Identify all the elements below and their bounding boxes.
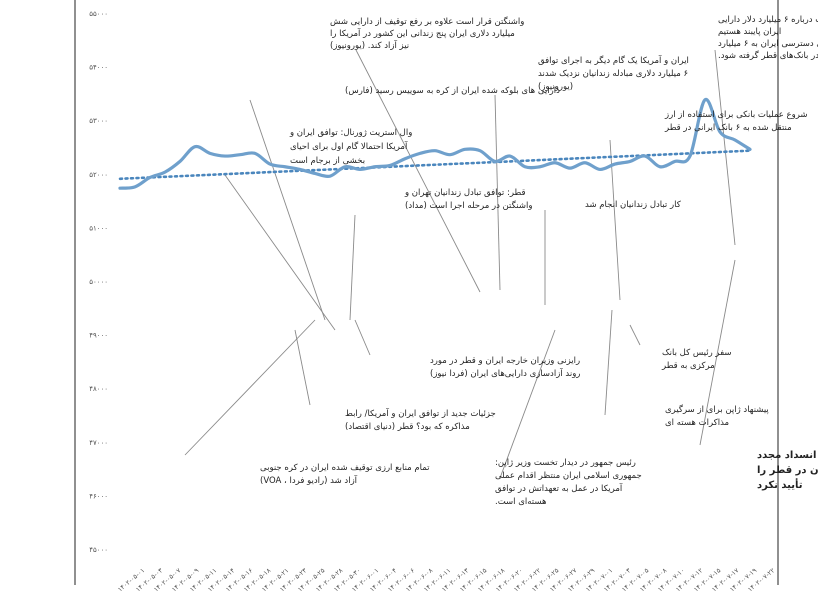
annotation-text: مذاکرات هسته ای: [665, 418, 729, 428]
annotations-layer: واشنگتن قرار است علاوه بر رفع توقیف از د…: [260, 15, 818, 507]
annotation-leader: [224, 174, 336, 331]
annotation-text: دارایی‌های ایران در قطر را: [757, 465, 818, 476]
annotation-text: رئیس جمهور در دیدار تخست وزیر ژاپن:: [495, 458, 636, 468]
annotation-text: وال استریت ژورنال: توافق ایران و: [289, 128, 412, 138]
y-tick-label: ۴۷۰۰۰: [89, 439, 108, 447]
annotation-text: ایران و آمریکا یک گام دیگر به اجرای تواف…: [538, 54, 689, 66]
annotation-text: میلیارد دلاری ایران پنج زندانی این کشور …: [330, 27, 515, 39]
annotation-text: آمریکا در عمل به تعهداتش در توافق: [495, 482, 623, 494]
annotation-text: آمریکا احتمالا گام اول برای احیای: [290, 140, 408, 152]
annotation-leader: [499, 329, 556, 479]
annotation-text: پلیتکن ادعای انسداد مجدد: [757, 450, 818, 461]
y-axis: ۵۵۰۰۰ ۵۴۰۰۰ ۵۳۰۰۰ ۵۲۰۰۰ ۵۱۰۰۰ ۵۰۰۰۰ ۴۹۰۰۰ ۴۸۰۰۰…: [89, 10, 108, 554]
y-tick-label: ۴۶۰۰۰: [89, 492, 108, 500]
annotation-text: (یورونیوز): [538, 82, 573, 92]
annotation-leader: [184, 319, 316, 456]
y-tick-label: ۴۵۰۰۰: [89, 546, 108, 554]
annotation-leader-lines: [184, 49, 736, 479]
annotation-text: قطر: توافق تبادل زندانیان تهران و: [404, 188, 526, 198]
y-tick-label: ۴۹۰۰۰: [89, 332, 108, 340]
annotation-text: قطر: به اجرای توافقات درباره ۶ میلیارد د…: [718, 15, 818, 25]
annotation-leader: [629, 324, 641, 346]
annotation-text: واشنگتن پست: جلوی دسترسی ایران به ۶ میلی…: [718, 38, 818, 49]
annotation-leader: [349, 214, 356, 321]
annotation-text: جمهوری اسلامی ایران منتظر اقدام عملی: [495, 471, 642, 481]
annotation-leader: [249, 99, 326, 321]
y-tick-label: ۵۰۰۰۰: [89, 278, 108, 286]
annotation-leader: [294, 329, 311, 406]
series-line: [118, 98, 752, 190]
annotation-leader: [714, 49, 736, 246]
y-tick-label: ۵۵۰۰۰: [89, 10, 108, 18]
annotation-text: سفر رئیس کل بانک: [662, 348, 732, 358]
y-tick-label: ۵۲۰۰۰: [89, 171, 108, 179]
annotation-text: ایران پایبند هستیم: [718, 27, 781, 37]
x-axis: ۱۴۰۲-۰۵-۰۱۱۴۰۲-۰۵-۰۳۱۴۰۲-۰۵-۰۷۱۴۰۲-۰۵-۰۹…: [116, 566, 777, 593]
annotation-leader: [354, 319, 371, 356]
annotation-text: کار تبادل زندانیان انجام شد: [585, 200, 682, 210]
annotation-leader: [604, 309, 613, 416]
annotation-text: تأیید نکرد: [757, 478, 803, 491]
annotation-text: مذاکره که بود؟ قطر (دنیای اقتصاد): [345, 422, 470, 432]
annotation-text: ۶ میلیارد دلاری مبادله زندانیان نزدیک شد…: [538, 69, 688, 79]
y-tick-label: ۵۳۰۰۰: [89, 117, 108, 125]
annotation-leader: [355, 49, 481, 293]
y-tick-label: ۵۱۰۰۰: [89, 224, 108, 232]
annotation-text: پیشنهاد ژاپن برای از سرگیری: [665, 404, 769, 415]
annotation-text: شروع عملیات بانکی برای استفاده از ارز: [664, 110, 808, 120]
y-tick-label: ۴۸۰۰۰: [89, 385, 108, 393]
annotation-leader: [699, 259, 736, 446]
annotation-text: نیز آزاد کند. (یورونیوز): [330, 39, 409, 51]
annotation-text: هسته‌ای است.: [495, 497, 546, 507]
annotation-text: رایزنی وزیران خارجه ایران و قطر در مورد: [430, 356, 580, 366]
annotation-text: جزئیات جدید از توافق ایران و آمریکا/ راب…: [345, 407, 496, 419]
annotation-text: دارایی های بلوکه شده ایران از کره به سوی…: [345, 86, 560, 96]
annotation-leader: [494, 94, 501, 291]
series-layer: [118, 98, 752, 190]
annotation-text: آزاد شد (رادیو فردا ، VOA): [260, 474, 358, 486]
annotation-text: دلار موجود در بانک‌های قطر گرفته شود.: [718, 50, 818, 61]
annotation-text: واشنگتن در مرحله اجرا است (مداد): [405, 200, 532, 211]
annotation-text: بخشی از برجام است: [290, 156, 365, 166]
annotation-text: تمام منابع ارزی توقیف شده ایران در کره ج…: [260, 463, 430, 473]
annotation-text: واشنگتن قرار است علاوه بر رفع توقیف از د…: [330, 16, 524, 27]
annotation-text: مرکزی به قطر: [661, 361, 715, 371]
annotation-text: منتقل شده به ۶ بانک ایرانی در قطر: [664, 123, 792, 133]
annotation-text: روند آزادسازی دارایی‌های ایران (فردا نیو…: [430, 367, 580, 379]
y-tick-label: ۵۴۰۰۰: [89, 64, 108, 72]
